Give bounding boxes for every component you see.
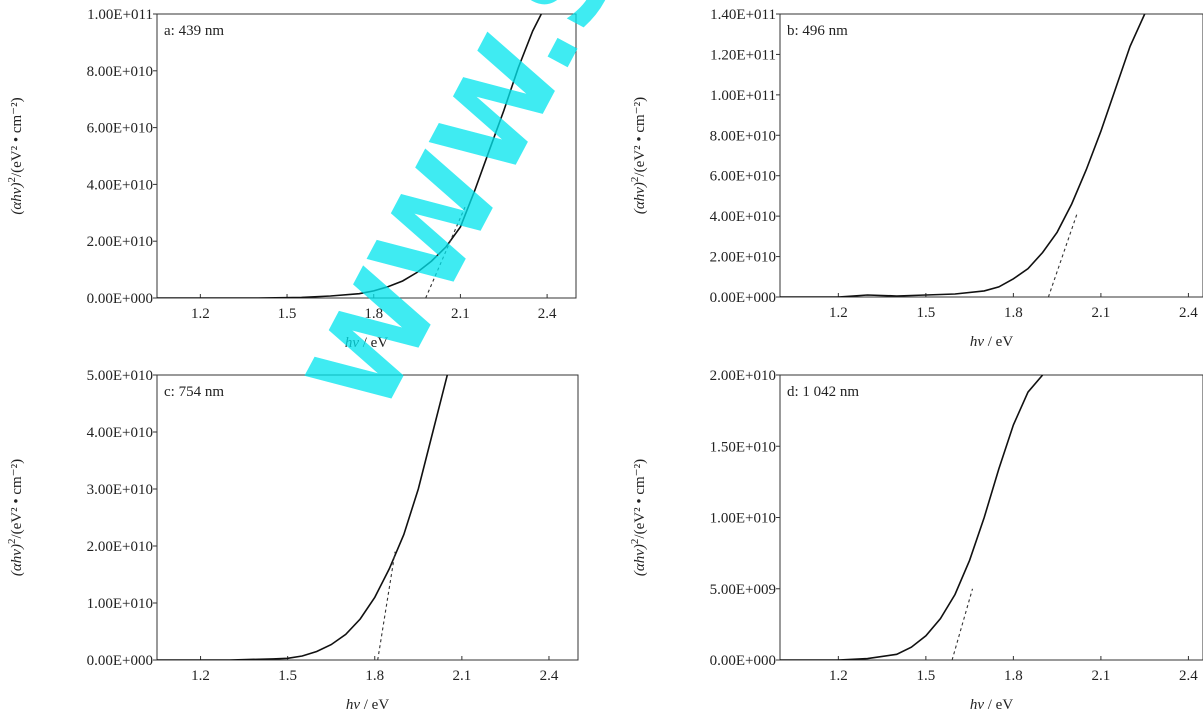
y-axis-label: (αhv)2/(eV² • cm⁻²) (629, 97, 648, 214)
x-tick-label: 1.8 (1004, 305, 1023, 321)
y-axis-label: (αhv)2/(eV² • cm⁻²) (6, 97, 25, 214)
y-axis-label-unit: /(eV² • cm⁻²) (632, 97, 648, 177)
absorption-curve (157, 375, 449, 660)
x-axis-label-unit: / eV (984, 334, 1013, 350)
x-tick-label: 1.2 (829, 305, 848, 321)
y-tick-label: 3.00E+010 (87, 482, 153, 498)
x-tick-label: 1.8 (364, 306, 383, 322)
chart-panel-3: 0.00E+000 5.00E+009 1.00E+010 1.50E+010 2.00… (629, 368, 1203, 713)
absorption-curve (780, 14, 1146, 297)
x-tick-label: 1.5 (278, 306, 297, 322)
x-axis-label-unit: / eV (984, 697, 1013, 713)
x-tick-label: 1.2 (829, 668, 848, 684)
x-tick-label: 1.8 (1004, 668, 1023, 684)
x-axis-label-unit: / eV (359, 335, 388, 351)
plot-frame (779, 374, 1203, 661)
y-axis-label-symbol: (αhv) (632, 182, 648, 214)
y-tick-label: 0.00E+000 (87, 653, 153, 669)
chart-panel-1: 0.00E+000 2.00E+010 4.00E+010 6.00E+010 8.00… (629, 7, 1203, 350)
plot-frame (779, 13, 1203, 298)
y-tick-label: 2.00E+010 (710, 250, 776, 266)
x-axis-label-symbol: hv (346, 697, 361, 713)
y-tick-label: 1.00E+010 (710, 511, 776, 527)
y-tick-label: 6.00E+010 (87, 121, 153, 137)
y-axis-label-exponent: 2 (629, 539, 641, 545)
x-axis-label: hv / eV (346, 697, 389, 713)
x-tick-label: 2.4 (1179, 668, 1198, 684)
y-axis-label-unit: /(eV² • cm⁻²) (632, 459, 648, 539)
tangent-line (951, 588, 974, 660)
x-axis-label-symbol: hv (970, 697, 985, 713)
y-axis-label-symbol: (αhv) (632, 544, 648, 576)
y-axis-label: (αhv)2/(eV² • cm⁻²) (629, 459, 648, 576)
x-axis-label-symbol: hv (970, 334, 985, 350)
x-tick-label: 1.8 (365, 668, 384, 684)
plot-frame (156, 13, 577, 299)
panel-label: d: 1 042 nm (787, 384, 859, 400)
x-tick-label: 2.4 (1179, 305, 1198, 321)
y-tick-label: 8.00E+010 (87, 64, 153, 80)
x-tick-label: 1.5 (278, 668, 297, 684)
x-axis-label-unit: / eV (360, 697, 389, 713)
x-tick-label: 2.4 (538, 306, 557, 322)
y-axis-label: (αhv)2/(eV² • cm⁻²) (6, 459, 25, 576)
y-tick-label: 2.00E+010 (87, 234, 153, 250)
absorption-curve (780, 375, 1044, 660)
panel-label: b: 496 nm (787, 23, 848, 39)
y-tick-label: 4.00E+010 (87, 425, 153, 441)
x-tick-label: 1.5 (916, 668, 935, 684)
y-tick-label: 4.00E+010 (87, 177, 153, 193)
y-axis-label-unit: /(eV² • cm⁻²) (9, 97, 25, 177)
x-axis-label: hv / eV (970, 697, 1013, 713)
y-axis-label-symbol: (αhv) (9, 544, 25, 576)
tangent-line (1047, 211, 1079, 297)
x-tick-label: 2.4 (540, 668, 559, 684)
y-tick-label: 5.00E+009 (710, 582, 776, 598)
y-tick-label: 8.00E+010 (710, 128, 776, 144)
y-tick-label: 5.00E+010 (87, 368, 153, 384)
absorption-curve (157, 14, 543, 298)
panel-label: a: 439 nm (164, 23, 224, 39)
x-tick-label: 2.1 (451, 306, 470, 322)
y-axis-label-exponent: 2 (6, 177, 18, 183)
y-axis-label-symbol: (αhv) (9, 183, 25, 215)
watermark: WWW.SP (283, 0, 691, 434)
tangent-line (425, 204, 467, 298)
y-tick-label: 4.00E+010 (710, 209, 776, 225)
y-tick-label: 0.00E+000 (710, 290, 776, 306)
y-tick-label: 1.00E+011 (710, 88, 776, 104)
y-tick-label: 6.00E+010 (710, 169, 776, 185)
y-tick-label: 0.00E+000 (87, 291, 153, 307)
x-axis-label: hv / eV (345, 335, 388, 351)
y-tick-label: 1.50E+010 (710, 439, 776, 455)
x-tick-label: 2.1 (1092, 305, 1111, 321)
y-tick-label: 1.40E+011 (710, 7, 776, 23)
tangent-line (377, 551, 396, 660)
x-tick-label: 2.1 (452, 668, 471, 684)
y-axis-label-unit: /(eV² • cm⁻²) (9, 459, 25, 539)
y-tick-label: 2.00E+010 (710, 368, 776, 384)
x-tick-label: 1.5 (916, 305, 935, 321)
x-tick-label: 2.1 (1092, 668, 1111, 684)
x-axis-label: hv / eV (970, 334, 1013, 350)
panel-label: c: 754 nm (164, 384, 224, 400)
chart-panel-0: 0.00E+000 2.00E+010 4.00E+010 6.00E+010 8.00… (6, 7, 577, 351)
y-tick-label: 1.00E+011 (87, 7, 153, 23)
y-tick-label: 1.00E+010 (87, 596, 153, 612)
plot-frame (156, 374, 579, 661)
x-axis-label-symbol: hv (345, 335, 360, 351)
y-axis-label-exponent: 2 (6, 539, 18, 545)
y-tick-label: 0.00E+000 (710, 653, 776, 669)
y-tick-label: 2.00E+010 (87, 539, 153, 555)
chart-panel-2: 0.00E+000 1.00E+010 2.00E+010 3.00E+010 4.00… (6, 368, 579, 713)
x-tick-label: 1.2 (191, 306, 210, 322)
x-tick-label: 1.2 (191, 668, 210, 684)
y-axis-label-exponent: 2 (629, 177, 641, 183)
y-tick-label: 1.20E+011 (710, 47, 776, 63)
